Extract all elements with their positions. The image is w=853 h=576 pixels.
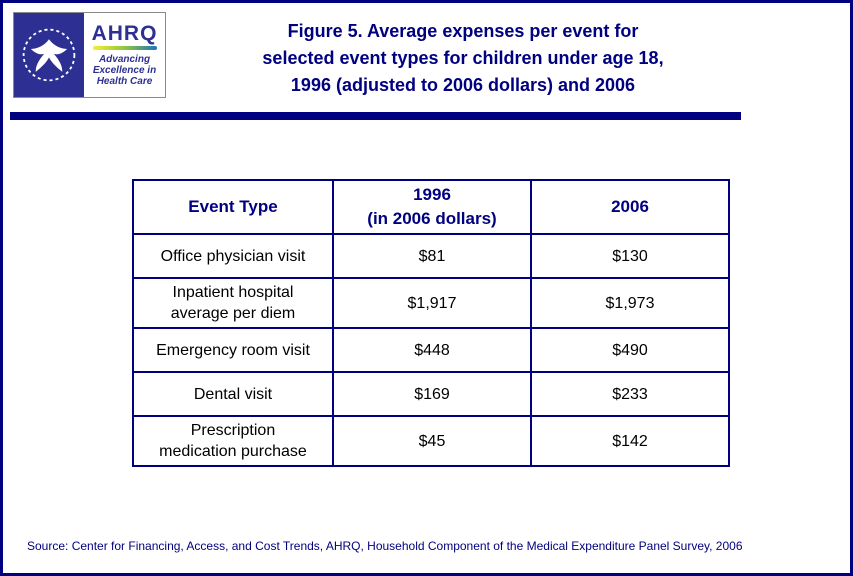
event-type-text: Inpatient hospital average per diem bbox=[170, 284, 296, 322]
figure-title-line: selected event types for children under … bbox=[262, 48, 664, 68]
ahrq-swoosh-icon bbox=[92, 46, 157, 50]
table-row: Emergency room visit $448 $490 bbox=[132, 327, 730, 373]
value-1996-cell: $448 bbox=[332, 327, 532, 373]
column-header-1996: 1996 (in 2006 dollars) bbox=[332, 179, 532, 235]
event-type-cell: Emergency room visit bbox=[132, 327, 334, 373]
value-1996-cell: $45 bbox=[332, 415, 532, 467]
ahrq-tagline-line: Health Care bbox=[96, 76, 153, 87]
ahrq-logo: AHRQ Advancing Excellence in Health Care bbox=[84, 13, 165, 97]
table-header-row: Event Type 1996 (in 2006 dollars) 2006 bbox=[132, 179, 730, 235]
hhs-eagle-icon bbox=[22, 28, 76, 82]
value-2006-cell: $233 bbox=[530, 371, 730, 417]
column-header-event-type: Event Type bbox=[132, 179, 334, 235]
figure-title: Figure 5. Average expenses per event for… bbox=[183, 18, 743, 99]
event-type-cell: Dental visit bbox=[132, 371, 334, 417]
event-type-text: Prescription medication purchase bbox=[159, 422, 307, 460]
event-type-cell: Office physician visit bbox=[132, 233, 334, 279]
value-2006-cell: $1,973 bbox=[530, 277, 730, 329]
ahrq-tagline: Advancing Excellence in Health Care bbox=[93, 54, 156, 87]
source-text: Source: Center for Financing, Access, an… bbox=[27, 539, 743, 553]
value-2006-cell: $490 bbox=[530, 327, 730, 373]
value-1996-cell: $169 bbox=[332, 371, 532, 417]
logo-block: AHRQ Advancing Excellence in Health Care bbox=[13, 12, 166, 98]
figure-title-line: Figure 5. Average expenses per event for bbox=[287, 21, 639, 41]
value-1996-cell: $1,917 bbox=[332, 277, 532, 329]
table-row: Dental visit $169 $233 bbox=[132, 371, 730, 417]
table-row: Prescription medication purchase $45 $14… bbox=[132, 415, 730, 467]
event-type-cell: Prescription medication purchase bbox=[132, 415, 334, 467]
column-header-1996-line2: (in 2006 dollars) bbox=[367, 209, 497, 228]
header-rule bbox=[10, 112, 741, 120]
expenses-table: Event Type 1996 (in 2006 dollars) 2006 O… bbox=[132, 179, 730, 467]
table-row: Office physician visit $81 $130 bbox=[132, 233, 730, 279]
value-2006-cell: $142 bbox=[530, 415, 730, 467]
value-1996-cell: $81 bbox=[332, 233, 532, 279]
column-header-1996-line1: 1996 bbox=[413, 185, 451, 204]
ahrq-tagline-line: Excellence in bbox=[92, 65, 157, 76]
value-2006-cell: $130 bbox=[530, 233, 730, 279]
ahrq-wordmark: AHRQ bbox=[91, 22, 158, 45]
event-type-cell: Inpatient hospital average per diem bbox=[132, 277, 334, 329]
table-row: Inpatient hospital average per diem $1,9… bbox=[132, 277, 730, 329]
hhs-logo bbox=[14, 13, 84, 97]
ahrq-tagline-line: Advancing bbox=[98, 54, 151, 65]
column-header-2006: 2006 bbox=[530, 179, 730, 235]
figure-title-line: 1996 (adjusted to 2006 dollars) and 2006 bbox=[290, 75, 636, 95]
